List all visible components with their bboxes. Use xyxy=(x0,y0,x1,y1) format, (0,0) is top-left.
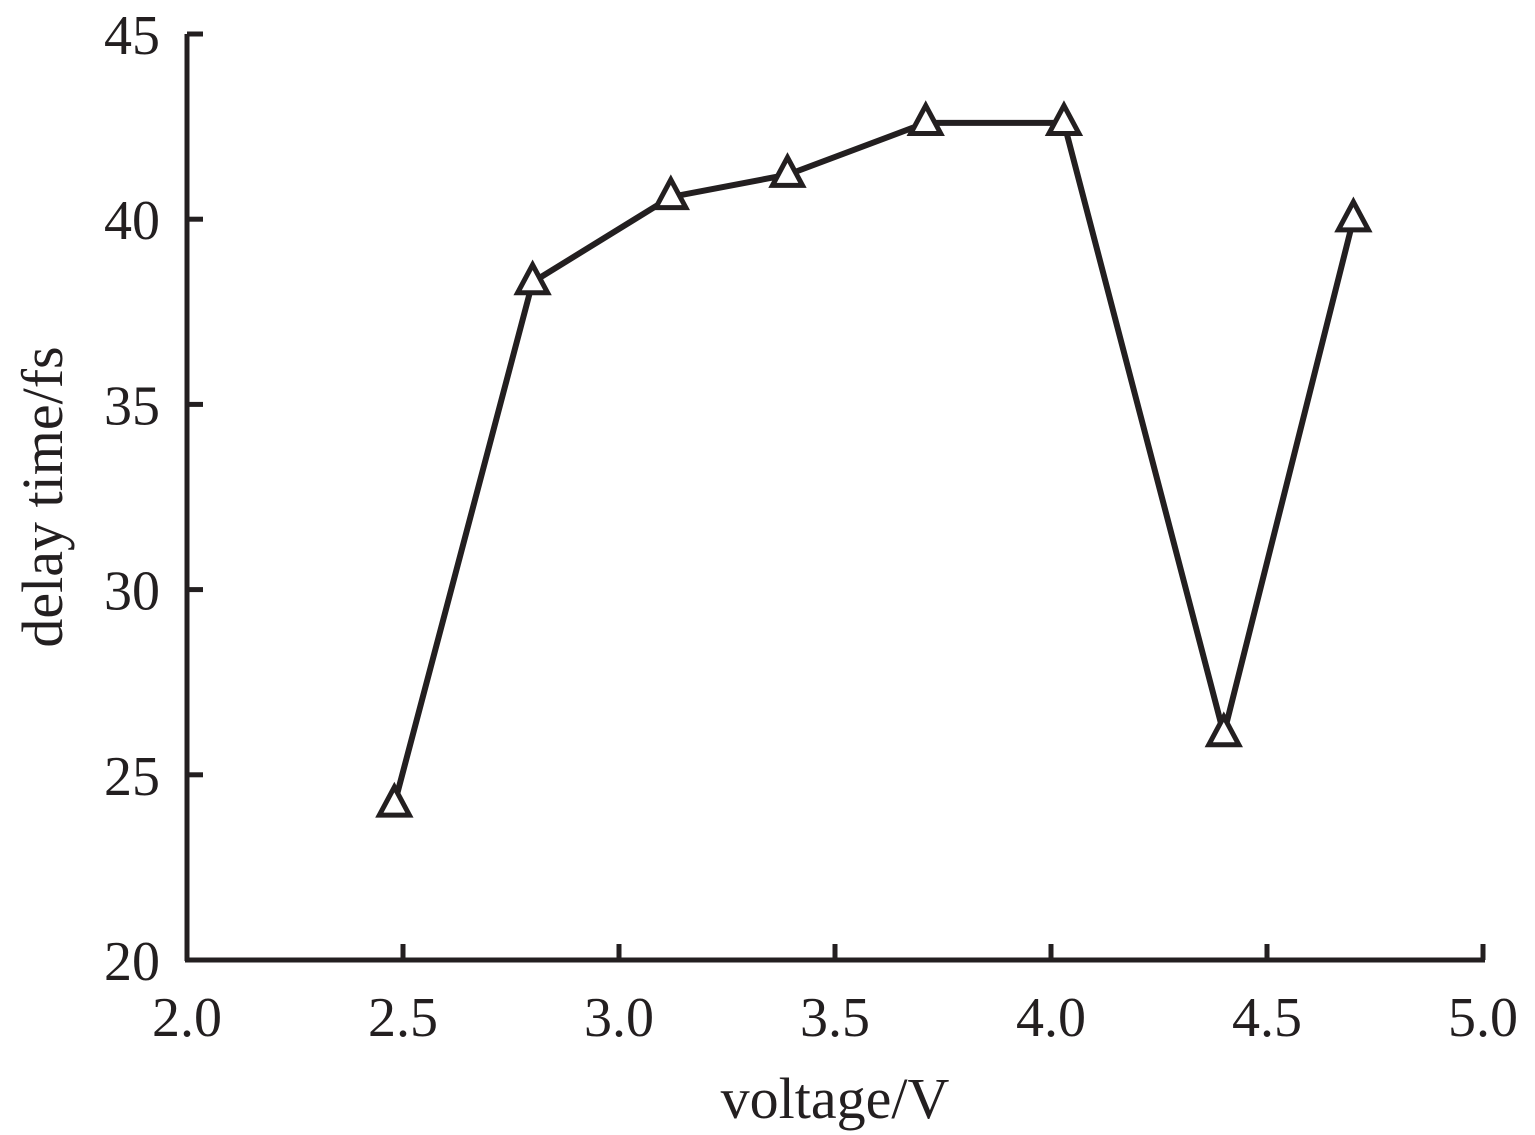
y-tick-label: 45 xyxy=(104,5,160,67)
series-layer xyxy=(375,100,1373,818)
data-point-triangle xyxy=(906,100,945,137)
data-point-triangle xyxy=(375,781,414,818)
data-point-triangle xyxy=(513,259,552,296)
y-tick-label: 40 xyxy=(104,190,160,252)
x-axis-title: voltage/V xyxy=(721,1066,950,1131)
x-tick-label: 4.0 xyxy=(1016,987,1086,1049)
y-tick-label: 35 xyxy=(104,375,160,437)
series-line xyxy=(391,119,1357,806)
x-tick-label: 3.0 xyxy=(584,987,654,1049)
y-tick-label: 25 xyxy=(104,746,160,808)
y-tick-label: 20 xyxy=(104,931,160,993)
data-point-triangle xyxy=(1204,711,1243,748)
y-tick-label: 30 xyxy=(104,561,160,623)
data-point-triangle xyxy=(651,174,691,211)
x-tick-label: 3.5 xyxy=(800,987,870,1049)
x-tick-label: 2.0 xyxy=(152,987,222,1049)
data-point-triangle xyxy=(1334,196,1373,233)
y-axis-title: delay time/fs xyxy=(10,346,75,647)
axes: 2.0 2.5 3.0 3.5 4.0 4.5 5.0 20 25 30 35 40 45 xyxy=(104,5,1518,1049)
data-point-triangle xyxy=(1044,100,1084,137)
x-tick-label: 2.5 xyxy=(368,987,438,1049)
x-tick-label: 4.5 xyxy=(1232,987,1302,1049)
x-tick-label: 5.0 xyxy=(1448,987,1518,1049)
data-point-triangle xyxy=(768,152,807,188)
